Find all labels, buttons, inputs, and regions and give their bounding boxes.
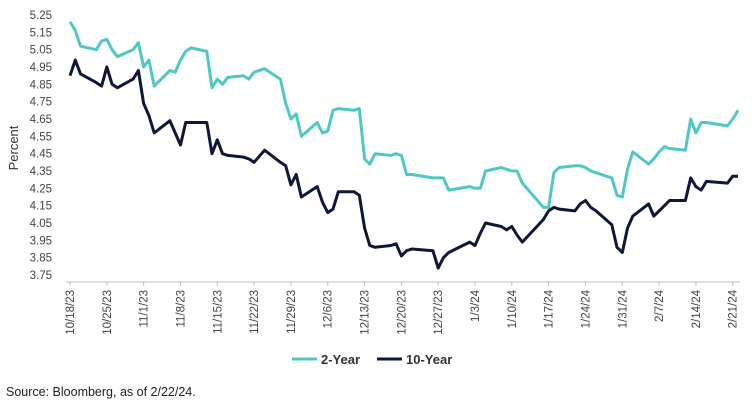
y-axis-title-group: Percent [6,125,21,170]
y-tick-label: 4.35 [30,166,52,178]
y-tick-label: 3.85 [30,253,52,265]
x-tick-label: 12/13/23 [360,290,372,335]
y-tick-label: 5.05 [30,45,52,57]
x-tick-label: 1/10/24 [507,289,519,328]
x-tick-label: 12/27/23 [433,290,445,335]
x-tick-label: 11/15/23 [212,290,224,334]
source-note: Source: Bloomberg, as of 2/22/24. [6,385,196,399]
x-tick-label: 11/1/23 [139,290,151,328]
y-tick-label: 4.45 [30,149,52,161]
y-tick-label: 5.15 [30,27,52,39]
series-line-10-year [68,58,738,270]
y-axis-tick-labels: 5.25 5.15 5.05 4.95 4.85 4.75 4.65 4.55 4.45 4.35… [30,10,52,282]
x-tick-label: 2/21/24 [728,289,740,328]
x-tick-label: 11/22/23 [249,290,261,334]
x-tick-label: 2/14/24 [691,289,703,328]
x-axis-tick-labels: 10/18/23 10/25/23 11/1/23 11/8/23 11/15/23 11… [65,289,740,334]
y-tick-label: 4.05 [30,218,52,230]
y-tick-label: 4.55 [30,131,52,143]
y-tick-label: 4.65 [30,114,52,126]
legend: 2-Year 10-Year [292,352,452,367]
x-tick-label: 12/6/23 [323,290,335,328]
y-tick-label: 4.25 [30,183,52,195]
x-tick-label: 12/20/23 [396,290,408,335]
x-tick-label: 1/24/24 [580,289,592,328]
x-tick-label: 2/7/24 [654,289,666,322]
y-axis-title: Percent [6,125,21,170]
y-tick-label: 5.25 [30,10,52,22]
x-tick-label: 10/25/23 [102,290,114,335]
y-tick-label: 3.95 [30,235,52,247]
x-tick-label: 1/3/24 [470,289,482,322]
x-tick-label: 11/29/23 [286,290,298,334]
legend-label-2-year: 2-Year [321,352,360,367]
x-tick-label: 1/31/24 [617,289,629,328]
x-tick-label: 11/8/23 [175,290,187,328]
y-tick-label: 4.85 [30,79,52,91]
y-tick-label: 4.15 [30,201,52,213]
x-tick-label: 1/17/24 [544,289,556,328]
y-tick-label: 3.75 [30,270,52,282]
y-tick-label: 4.75 [30,97,52,109]
series-line-2-year [68,21,740,209]
series-lines [68,21,740,270]
y-tick-label: 4.95 [30,62,52,74]
legend-label-10-year: 10-Year [406,352,452,367]
x-tick-label: 10/18/23 [65,290,77,335]
x-axis [66,281,740,286]
